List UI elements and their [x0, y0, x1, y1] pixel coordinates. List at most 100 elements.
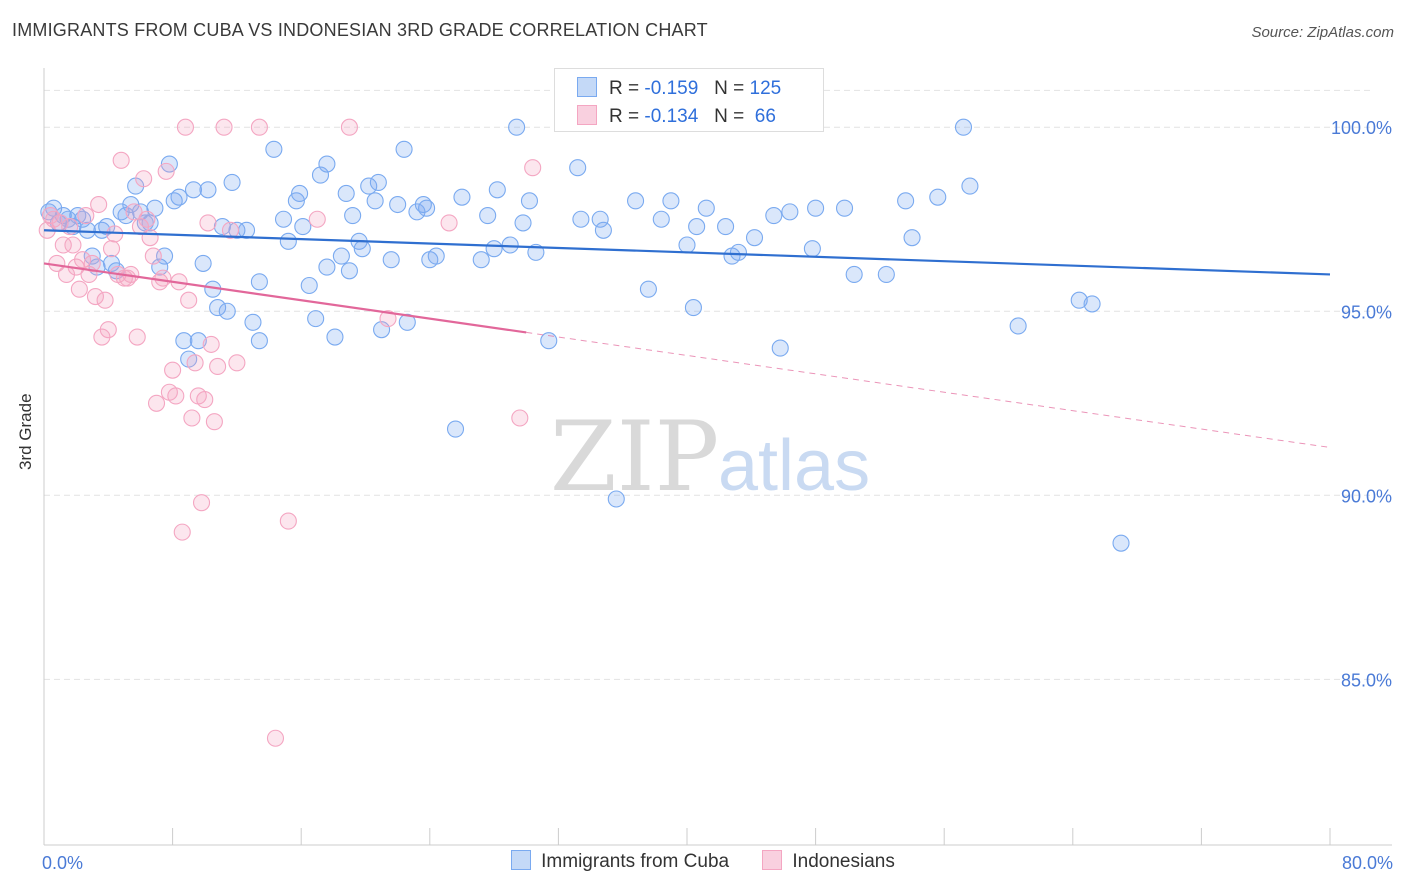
point-cuba — [594, 221, 612, 239]
legend-row-indonesians: R = -0.134 N = 66 — [577, 105, 776, 128]
point-indonesians — [186, 354, 204, 372]
watermark-zip: ZIP — [550, 401, 719, 513]
point-cuba — [540, 332, 558, 350]
legend-label-cuba: Immigrants from Cuba — [541, 851, 730, 872]
y-axis-label: 3rd Grade — [16, 393, 35, 470]
point-cuba — [223, 173, 241, 191]
point-cuba — [373, 321, 391, 339]
legend-item-indonesians: Indonesians — [762, 850, 895, 873]
point-indonesians — [77, 207, 95, 225]
x-tick-label-min: 0.0% — [42, 853, 83, 873]
point-indonesians — [74, 251, 92, 269]
point-cuba — [360, 177, 378, 195]
legend-r-label: R = — [609, 106, 640, 127]
legend-r-value-indonesians: -0.134 — [644, 106, 699, 127]
point-cuba — [250, 273, 268, 291]
point-cuba — [199, 181, 217, 199]
point-indonesians — [221, 221, 240, 239]
point-indonesians — [99, 321, 117, 339]
point-indonesians — [279, 512, 297, 530]
point-cuba — [961, 177, 979, 195]
point-indonesians — [64, 236, 82, 254]
point-cuba — [311, 166, 330, 184]
point-cuba — [117, 207, 135, 225]
point-indonesians — [96, 291, 114, 309]
point-indonesians — [138, 210, 156, 228]
point-indonesians — [154, 269, 172, 287]
point-cuba — [250, 332, 268, 350]
point-cuba — [729, 243, 747, 261]
point-cuba — [213, 218, 231, 236]
point-cuba — [1009, 317, 1027, 335]
point-indonesians — [164, 361, 182, 379]
point-cuba — [662, 192, 680, 210]
point-cuba — [572, 210, 590, 228]
point-cuba — [1083, 295, 1101, 313]
point-cuba — [337, 184, 355, 203]
point-indonesians — [147, 394, 166, 412]
point-cuba — [189, 332, 207, 350]
point-cuba — [591, 210, 609, 228]
point-cuba — [237, 221, 256, 239]
point-indonesians — [157, 162, 175, 180]
y-tick-label: 95.0% — [1341, 302, 1392, 322]
point-cuba — [228, 221, 246, 239]
legend-n-value-indonesians: 66 — [749, 106, 776, 127]
point-indonesians — [112, 151, 130, 169]
point-indonesians — [70, 280, 88, 298]
watermark: ZIP atlas — [550, 401, 870, 513]
point-indonesians — [125, 203, 143, 221]
point-cuba — [781, 203, 799, 221]
axes — [43, 68, 1392, 846]
point-cuba — [479, 207, 497, 225]
point-cuba — [929, 188, 947, 206]
point-cuba — [446, 420, 465, 438]
point-cuba — [318, 155, 336, 173]
point-indonesians — [180, 291, 198, 309]
point-cuba — [697, 199, 715, 217]
point-indonesians — [202, 335, 220, 353]
data-points — [38, 118, 1130, 747]
point-cuba — [765, 207, 783, 225]
point-cuba — [569, 159, 587, 177]
x-tick-label-max: 80.0% — [1342, 853, 1393, 873]
y-tick-label: 85.0% — [1341, 670, 1392, 690]
point-cuba — [170, 188, 188, 206]
trend-line-cuba — [43, 229, 1331, 276]
point-indonesians — [167, 387, 185, 405]
point-cuba — [369, 173, 387, 191]
tick-labels: 85.0% 90.0% 95.0% 100.0% 0.0% 80.0% — [42, 118, 1393, 873]
point-indonesians — [209, 357, 227, 376]
point-cuba — [678, 236, 696, 254]
point-indonesians — [128, 328, 146, 346]
point-indonesians — [183, 409, 201, 427]
point-indonesians — [141, 229, 159, 247]
point-cuba — [218, 302, 236, 320]
point-cuba — [1112, 534, 1130, 552]
point-cuba — [307, 310, 325, 328]
point-cuba — [877, 265, 895, 284]
point-cuba — [903, 229, 921, 247]
point-cuba — [514, 214, 532, 232]
point-cuba — [175, 332, 193, 350]
point-indonesians — [192, 494, 211, 512]
point-cuba — [184, 181, 203, 199]
point-indonesians — [173, 523, 191, 541]
point-cuba — [771, 339, 789, 357]
point-indonesians — [440, 214, 458, 232]
point-indonesians — [205, 413, 223, 431]
point-cuba — [353, 240, 371, 258]
legend-swatch-cuba — [577, 77, 597, 97]
legend-swatch-indonesians — [577, 105, 597, 125]
point-cuba — [688, 218, 706, 236]
point-cuba — [294, 218, 312, 236]
point-cuba — [83, 247, 101, 265]
point-cuba — [340, 262, 358, 280]
point-cuba — [265, 140, 283, 158]
legend-n-label: N = — [714, 106, 745, 127]
point-cuba — [508, 118, 526, 136]
point-cuba — [78, 221, 96, 239]
point-indonesians — [102, 240, 121, 258]
point-cuba — [520, 192, 539, 210]
